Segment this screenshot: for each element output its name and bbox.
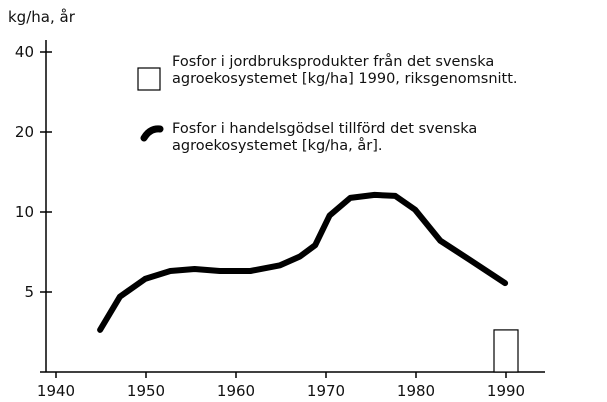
- x-tick-label: 1950: [127, 382, 165, 400]
- x-tick-label: 1980: [397, 382, 435, 400]
- y-tick-label: 40: [15, 43, 34, 61]
- x-tick-label: 1990: [487, 382, 525, 400]
- legend-line-symbol: [140, 125, 164, 142]
- y-tick-label: 10: [15, 203, 34, 221]
- legend-entry: Fosfor i jordbruksprodukter från det sve…: [172, 54, 518, 87]
- x-tick-label: 1940: [37, 382, 75, 400]
- legend-entry: Fosfor i handelsgödsel tillförd det sven…: [172, 121, 478, 154]
- y-tick-label: 5: [24, 283, 34, 301]
- x-tick-label: 1960: [217, 382, 255, 400]
- x-tick-label: 1970: [307, 382, 345, 400]
- y-tick-label: 20: [15, 123, 34, 141]
- line: [97, 191, 509, 333]
- legend-bar-symbol: [137, 67, 161, 91]
- y-axis-label: kg/ha, år: [8, 8, 76, 26]
- bar: [493, 329, 519, 373]
